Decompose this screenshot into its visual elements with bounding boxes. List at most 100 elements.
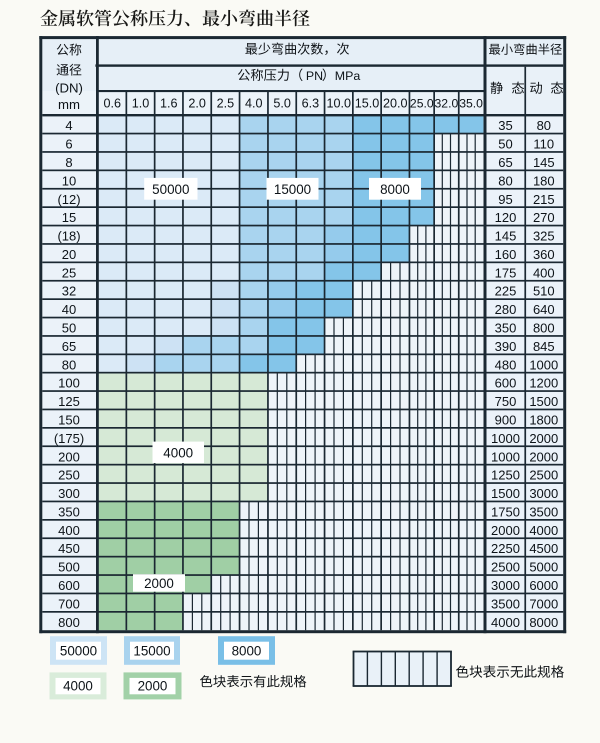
svg-text:6: 6: [65, 137, 72, 152]
svg-text:390: 390: [495, 339, 517, 354]
svg-text:600: 600: [58, 578, 80, 593]
svg-text:125: 125: [58, 394, 80, 409]
svg-text:0.6: 0.6: [103, 96, 121, 110]
svg-text:8000: 8000: [529, 615, 558, 630]
svg-text:50000: 50000: [152, 182, 189, 197]
svg-text:280: 280: [495, 302, 517, 317]
svg-text:1500: 1500: [491, 486, 520, 501]
svg-text:(175): (175): [54, 431, 84, 446]
svg-text:8000: 8000: [380, 182, 410, 197]
svg-text:110: 110: [533, 137, 554, 152]
svg-text:15000: 15000: [133, 643, 170, 658]
svg-text:32.0: 32.0: [435, 96, 459, 110]
svg-text:50: 50: [498, 137, 512, 152]
svg-text:(DN): (DN): [55, 81, 83, 96]
svg-text:900: 900: [495, 413, 517, 428]
svg-text:150: 150: [58, 413, 80, 428]
svg-text:1800: 1800: [529, 413, 558, 428]
svg-text:145: 145: [533, 155, 555, 170]
svg-text:4000: 4000: [529, 523, 558, 538]
svg-text:15: 15: [62, 210, 76, 225]
svg-text:2.0: 2.0: [188, 96, 206, 110]
svg-text:25: 25: [62, 265, 76, 280]
svg-text:2000: 2000: [491, 523, 520, 538]
svg-text:120: 120: [495, 210, 517, 225]
svg-text:160: 160: [495, 247, 517, 262]
svg-text:65: 65: [498, 155, 512, 170]
svg-text:100: 100: [58, 376, 80, 391]
svg-text:225: 225: [495, 284, 517, 299]
svg-text:2500: 2500: [491, 560, 520, 575]
svg-text:mm: mm: [58, 97, 80, 112]
svg-text:25.0: 25.0: [410, 96, 434, 110]
svg-text:65: 65: [62, 339, 76, 354]
svg-text:2000: 2000: [138, 679, 168, 694]
svg-text:3500: 3500: [529, 504, 558, 519]
svg-text:80: 80: [62, 357, 76, 372]
svg-text:250: 250: [58, 468, 80, 483]
svg-text:300: 300: [58, 486, 80, 501]
svg-text:95: 95: [498, 192, 512, 207]
svg-text:3000: 3000: [491, 578, 520, 593]
svg-text:10: 10: [62, 173, 76, 188]
svg-text:175: 175: [495, 265, 517, 280]
svg-text:32: 32: [62, 284, 76, 299]
svg-text:4500: 4500: [529, 541, 558, 556]
svg-text:5000: 5000: [529, 560, 558, 575]
svg-text:7000: 7000: [529, 596, 558, 611]
svg-text:8000: 8000: [232, 643, 262, 658]
svg-text:2000: 2000: [529, 431, 558, 446]
svg-text:845: 845: [533, 339, 555, 354]
svg-text:1.6: 1.6: [160, 96, 178, 110]
svg-text:35: 35: [498, 118, 512, 133]
svg-text:20.0: 20.0: [383, 96, 408, 110]
svg-text:PN: PN: [306, 69, 323, 83]
svg-text:4000: 4000: [163, 446, 193, 461]
svg-text:350: 350: [495, 321, 517, 336]
svg-text:480: 480: [495, 357, 517, 372]
svg-text:400: 400: [533, 265, 555, 280]
svg-text:5.0: 5.0: [273, 96, 291, 110]
svg-text:750: 750: [495, 394, 517, 409]
svg-text:4: 4: [65, 118, 72, 133]
svg-text:10.0: 10.0: [326, 96, 351, 110]
svg-text:40: 40: [62, 302, 76, 317]
svg-text:2.5: 2.5: [217, 96, 235, 110]
svg-text:20: 20: [62, 247, 76, 262]
svg-text:270: 270: [533, 210, 555, 225]
svg-text:2000: 2000: [529, 449, 558, 464]
svg-text:3000: 3000: [529, 486, 558, 501]
svg-text:1000: 1000: [529, 357, 558, 372]
svg-text:6.3: 6.3: [302, 96, 320, 110]
svg-text:180: 180: [533, 173, 555, 188]
svg-text:350: 350: [58, 504, 80, 519]
svg-text:35.0: 35.0: [459, 96, 483, 110]
svg-text:MPa: MPa: [335, 69, 361, 83]
svg-text:450: 450: [58, 541, 80, 556]
svg-text:8: 8: [65, 155, 72, 170]
svg-text:510: 510: [533, 284, 555, 299]
svg-text:360: 360: [533, 247, 555, 262]
svg-text:4.0: 4.0: [245, 96, 263, 110]
svg-text:2000: 2000: [144, 576, 174, 591]
svg-text:1250: 1250: [491, 468, 520, 483]
svg-text:640: 640: [533, 302, 555, 317]
svg-text:1500: 1500: [529, 394, 558, 409]
svg-text:145: 145: [495, 229, 517, 244]
svg-text:(18): (18): [57, 229, 80, 244]
svg-text:2500: 2500: [529, 468, 558, 483]
svg-text:325: 325: [533, 229, 555, 244]
svg-text:80: 80: [537, 118, 551, 133]
svg-text:(12): (12): [57, 192, 80, 207]
svg-text:50000: 50000: [60, 643, 97, 658]
svg-text:6000: 6000: [529, 578, 558, 593]
svg-text:1200: 1200: [529, 376, 558, 391]
svg-text:1000: 1000: [491, 449, 520, 464]
svg-text:2250: 2250: [491, 541, 520, 556]
svg-text:200: 200: [58, 449, 80, 464]
svg-text:15000: 15000: [274, 182, 311, 197]
svg-text:4000: 4000: [491, 615, 520, 630]
svg-text:1750: 1750: [491, 504, 520, 519]
svg-text:1000: 1000: [491, 431, 520, 446]
svg-text:800: 800: [58, 615, 80, 630]
